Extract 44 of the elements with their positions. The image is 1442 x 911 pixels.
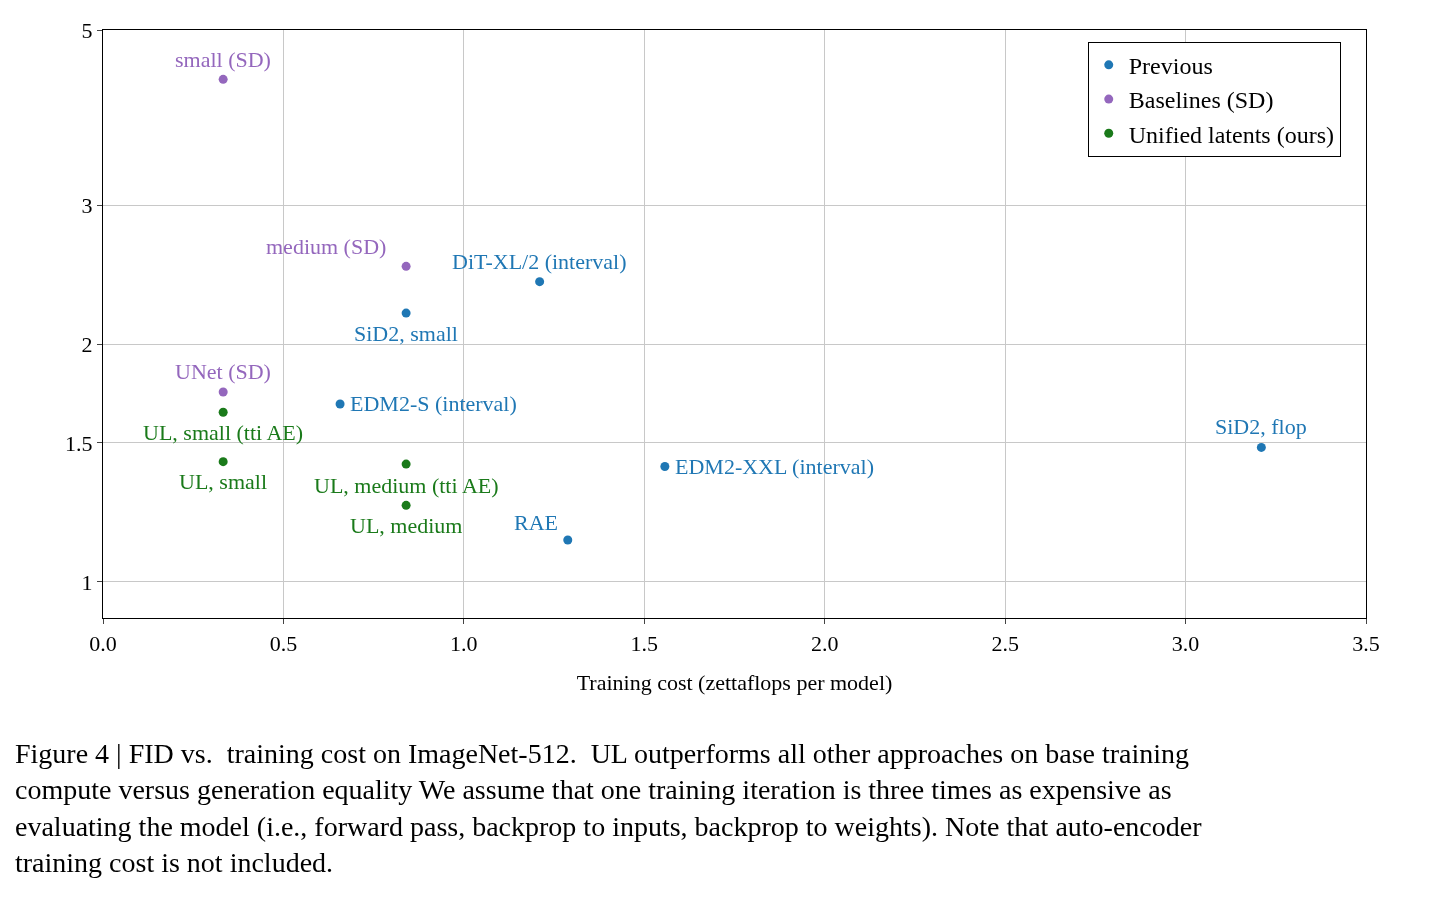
annotation: EDM2-S (interval) [350,391,517,416]
x-axis-title: Training cost (zettaflops per model) [576,670,893,696]
point [401,308,411,318]
y-tick-label: 5 [81,17,93,43]
point [401,261,411,271]
point [218,74,228,84]
annotation: RAE [514,510,558,535]
annotation: UL, small [179,469,267,494]
caption: Figure 4 | FID vs. training cost on ImageNet-512. UL outperforms all other approaches on base training compute versus generation equality We assume that one training iteration is three times as expensive as evaluating the model (i.e., forward pass, backprop to inputs, backprop to weights). Note that auto-encoder training cost is not included. [15,738,1203,879]
x-tick-label: 2.0 [810,630,839,656]
annotation: SiD2, small [354,321,458,346]
annotation: UNet (SD) [175,359,271,384]
point [335,399,345,409]
annotation: UL, small (tti AE) [143,420,304,445]
x-tick-label: 3.0 [1171,630,1200,656]
y-tick-label: 3 [81,192,93,218]
annotation: UL, medium (tti AE) [314,473,499,498]
legend-label: Previous [1128,53,1213,80]
x-tick-label: 0.5 [269,630,298,656]
annotation: SiD2, flop [1215,414,1307,439]
point [660,462,670,471]
point [1256,442,1266,452]
x-tick-label: 2.5 [991,630,1019,656]
legend-label: Baselines (SD) [1128,87,1274,114]
annotation: EDM2-XXL (interval) [675,454,874,479]
annotation: UL, medium [350,513,463,538]
annotation: medium (SD) [266,234,387,259]
point [563,535,573,545]
y-tick-label: 1 [81,569,93,595]
x-tick-label: 0.0 [89,630,117,656]
legend-label: Unified latents (ours) [1128,121,1335,148]
annotation: small (SD) [175,47,271,72]
point [535,277,545,287]
x-tick-label: 3.5 [1352,630,1380,656]
point [401,500,411,510]
point [218,387,228,397]
point [218,407,228,417]
point [218,457,228,467]
annotation: DiT-XL/2 (interval) [452,249,627,274]
y-tick-label: 1.5 [65,430,93,456]
point [401,459,411,469]
x-tick-label: 1.5 [630,630,659,656]
x-tick-label: 1.0 [450,630,478,656]
y-tick-label: 2 [81,331,93,357]
